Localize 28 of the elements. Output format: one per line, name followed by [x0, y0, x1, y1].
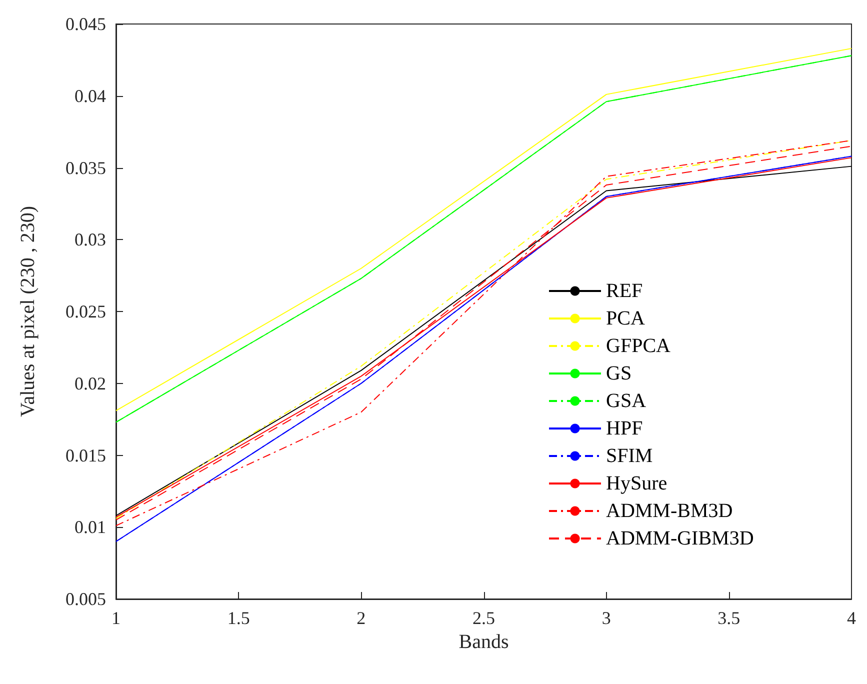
- x-tick-label: 3.5: [718, 608, 740, 628]
- legend-label: GFPCA: [606, 335, 672, 357]
- legend-label: ADMM-BM3D: [606, 500, 733, 522]
- y-tick-label: 0.03: [74, 230, 106, 250]
- legend-label: SFIM: [606, 445, 653, 467]
- y-tick-label: 0.015: [66, 445, 106, 466]
- y-axis-title: Values at pixel (230 , 230): [17, 206, 39, 418]
- y-tick-label: 0.025: [66, 302, 106, 322]
- x-axis-title: Bands: [458, 630, 509, 653]
- legend-label: REF: [606, 280, 643, 302]
- y-tick-label: 0.045: [66, 14, 106, 34]
- legend-label: HPF: [606, 418, 643, 440]
- legend-label: GS: [606, 362, 632, 384]
- x-tick-label: 4: [847, 608, 856, 628]
- legend-label: GSA: [606, 390, 647, 412]
- x-tick-label: 2.5: [472, 608, 495, 628]
- y-tick-label: 0.005: [66, 589, 106, 609]
- legend-label: PCA: [606, 308, 646, 330]
- x-tick-label: 1: [112, 608, 120, 628]
- legend-label: ADMM-GIBM3D: [606, 528, 754, 550]
- y-tick-label: 0.035: [66, 158, 106, 178]
- x-tick-label: 1.5: [227, 608, 250, 628]
- y-tick-label: 0.04: [74, 86, 106, 106]
- x-tick-label: 2: [356, 608, 366, 628]
- y-tick-label: 0.01: [74, 517, 106, 538]
- legend-label: HySure: [606, 472, 668, 494]
- y-tick-label: 0.02: [74, 373, 106, 394]
- x-tick-label: 3: [602, 608, 611, 628]
